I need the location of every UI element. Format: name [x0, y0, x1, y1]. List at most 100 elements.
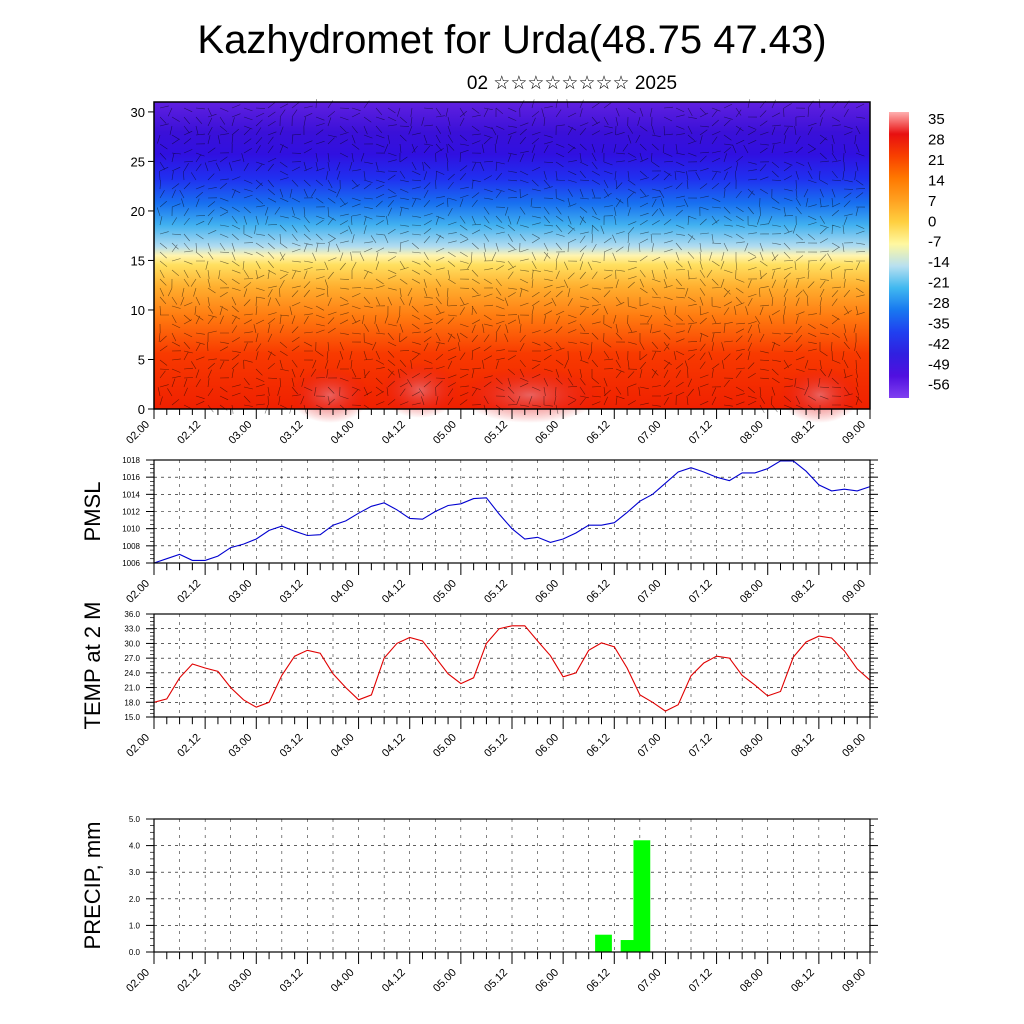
- grid: [154, 818, 870, 953]
- colorbar-label: 35: [928, 111, 945, 128]
- x-tick-label: 05.00: [431, 419, 459, 447]
- colorbar-label: 14: [928, 172, 945, 189]
- y-tick-label: 33.0: [124, 625, 140, 634]
- x-tick-label: 04.12: [380, 967, 408, 995]
- x-tick-label: 08.12: [789, 732, 817, 760]
- x-tick-label: 02.00: [124, 578, 152, 606]
- x-tick-label: 04.00: [329, 578, 357, 606]
- y-tick-label: 15.0: [124, 713, 140, 722]
- x-tick-label: 09.00: [840, 967, 868, 995]
- y-tick-label: 0: [138, 402, 145, 417]
- x-tick-label: 06.00: [533, 732, 561, 760]
- x-tick-label: 03.00: [226, 419, 254, 447]
- x-tick-label: 08.00: [738, 578, 766, 606]
- colorbar-label: -56: [928, 377, 950, 394]
- y-tick-label: 24.0: [124, 669, 140, 678]
- x-tick-label: 02.00: [124, 419, 152, 447]
- x-tick-label: 03.12: [278, 578, 306, 606]
- y-tick-label: 4.0: [129, 842, 141, 851]
- y-tick-label: 1018: [122, 456, 140, 465]
- y-tick-label: 1008: [122, 542, 140, 551]
- y-axis-label: TEMP at 2 M: [80, 602, 105, 730]
- y-tick-label: 1012: [122, 508, 140, 517]
- y-tick-label: 30.0: [124, 639, 140, 648]
- plot-frame: [153, 613, 871, 718]
- x-tick-label: 04.00: [329, 732, 357, 760]
- x-tick-label: 05.12: [482, 967, 510, 995]
- y-tick-label: 25: [131, 154, 145, 169]
- x-tick-label: 02.12: [175, 578, 203, 606]
- series-line: [153, 625, 871, 712]
- x-tick-label: 03.00: [226, 967, 254, 995]
- y-tick-label: 2.0: [129, 895, 141, 904]
- x-tick-label: 08.00: [738, 967, 766, 995]
- colorbar: [889, 112, 909, 398]
- colorbar-label: -7: [928, 234, 941, 251]
- x-tick-label: 08.00: [738, 732, 766, 760]
- y-tick-label: 5.0: [129, 815, 141, 824]
- y-tick-label: 30: [131, 105, 145, 120]
- y-tick-label: 18.0: [124, 698, 140, 707]
- y-tick-label: 21.0: [124, 684, 140, 693]
- x-tick-label: 09.00: [840, 578, 868, 606]
- wind-vectors: [156, 98, 866, 415]
- x-tick-label: 05.12: [482, 732, 510, 760]
- precip-bar: [633, 840, 651, 952]
- x-tick-label: 08.12: [789, 967, 817, 995]
- x-tick-label: 02.00: [124, 967, 152, 995]
- y-tick-label: 15: [131, 253, 145, 268]
- colorbar-label: 7: [928, 193, 936, 210]
- warm-core: [290, 367, 370, 423]
- x-tick-label: 08.12: [789, 419, 817, 447]
- colorbar-label: -42: [928, 336, 950, 353]
- colorbar-label: -21: [928, 275, 950, 292]
- x-tick-label: 04.00: [329, 967, 357, 995]
- x-tick-label: 02.12: [175, 967, 203, 995]
- x-tick-label: 06.12: [584, 732, 612, 760]
- x-tick-label: 05.00: [431, 967, 459, 995]
- colorbar-label: 0: [928, 213, 936, 230]
- y-tick-label: 3.0: [129, 868, 141, 877]
- x-tick-label: 09.00: [840, 732, 868, 760]
- y-tick-label: 1.0: [129, 921, 141, 930]
- x-tick-label: 07.12: [687, 967, 715, 995]
- x-tick-label: 06.12: [584, 578, 612, 606]
- x-tick-label: 07.12: [687, 578, 715, 606]
- y-tick-label: 1014: [122, 490, 140, 499]
- x-tick-label: 07.12: [687, 732, 715, 760]
- x-tick-label: 07.00: [636, 732, 664, 760]
- y-tick-label: 27.0: [124, 654, 140, 663]
- colorbar-label: 28: [928, 132, 945, 149]
- y-tick-label: 20: [131, 204, 145, 219]
- precip-bar: [620, 940, 638, 952]
- x-tick-label: 07.00: [636, 967, 664, 995]
- x-tick-label: 03.00: [226, 578, 254, 606]
- x-tick-label: 05.00: [431, 578, 459, 606]
- chart-subtitle: 02 ☆☆☆☆☆☆☆☆ 2025: [466, 73, 678, 94]
- x-tick-label: 06.12: [584, 967, 612, 995]
- y-tick-label: 1006: [122, 559, 140, 568]
- x-tick-label: 07.12: [687, 419, 715, 447]
- series-line: [153, 460, 871, 564]
- x-tick-label: 04.12: [380, 578, 408, 606]
- y-axis-label: PMSL: [80, 482, 105, 542]
- x-tick-label: 02.00: [124, 732, 152, 760]
- x-tick-label: 03.12: [278, 732, 306, 760]
- x-tick-label: 05.00: [431, 732, 459, 760]
- colorbar-label: -49: [928, 356, 950, 373]
- precip-bar: [595, 934, 612, 952]
- chart-title: Kazhydromet for Urda(48.75 47.43): [197, 18, 827, 62]
- x-tick-label: 04.12: [380, 732, 408, 760]
- warm-core: [460, 367, 600, 423]
- grid: [154, 459, 870, 564]
- y-tick-label: 5: [138, 352, 145, 367]
- x-tick-label: 03.12: [278, 419, 306, 447]
- x-tick-label: 03.12: [278, 967, 306, 995]
- x-tick-label: 06.12: [584, 419, 612, 447]
- x-tick-label: 02.12: [175, 732, 203, 760]
- colorbar-label: -28: [928, 295, 950, 312]
- x-tick-label: 04.12: [380, 419, 408, 447]
- x-tick-label: 08.00: [738, 419, 766, 447]
